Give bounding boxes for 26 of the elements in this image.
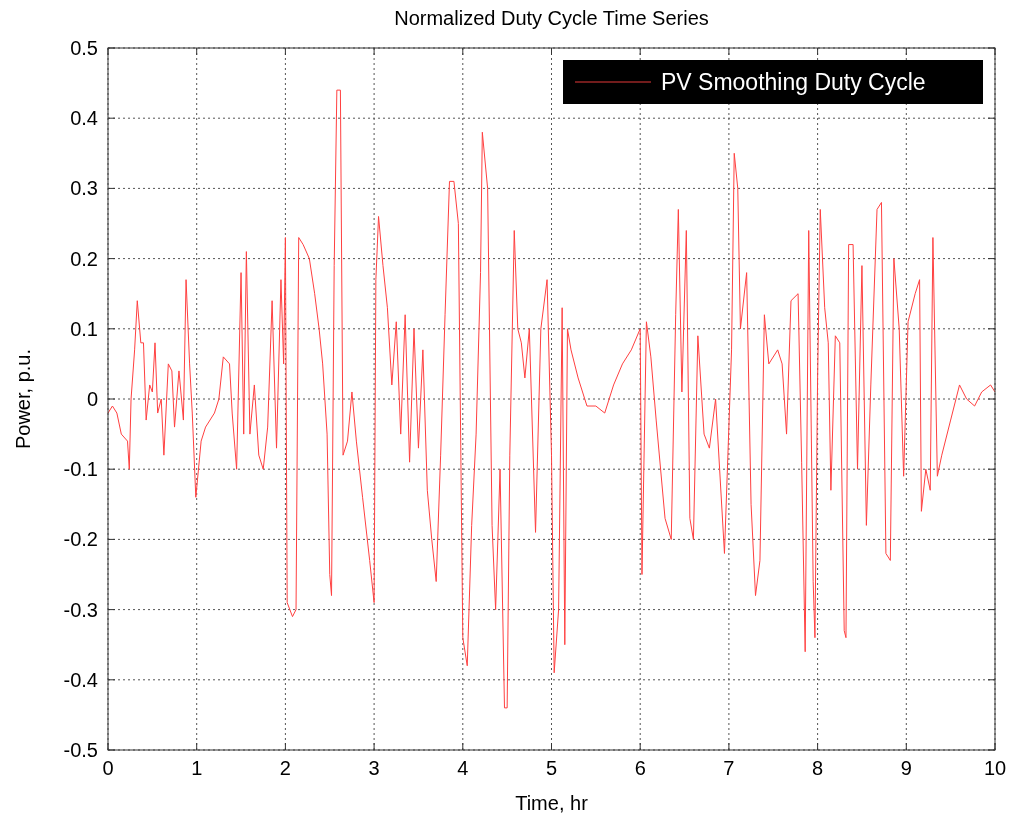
x-tick-label: 0 <box>102 757 114 779</box>
y-tick-label: 0.2 <box>70 247 98 270</box>
y-axis-title: Power, p.u. <box>12 348 34 450</box>
x-tick-label: 2 <box>279 757 291 779</box>
y-tick-label: -0.1 <box>63 458 98 481</box>
y-tick-label: 0 <box>86 388 98 410</box>
x-tick-label: 4 <box>457 757 469 779</box>
x-tick-label: 6 <box>634 757 646 779</box>
y-tick-label: 0.3 <box>70 177 98 200</box>
x-tick-label: 8 <box>812 757 824 779</box>
y-tick-label: -0.2 <box>63 528 98 551</box>
x-tick-label: 5 <box>545 757 558 779</box>
y-tick-label: 0.1 <box>70 317 98 340</box>
y-tick-label: 0.4 <box>70 107 98 130</box>
y-tick-label: 0.5 <box>70 37 98 59</box>
x-tick-label: 7 <box>723 757 735 779</box>
legend-label: PV Smoothing Duty Cycle <box>661 69 926 95</box>
x-tick-label: 3 <box>368 757 380 779</box>
chart-title: Normalized Duty Cycle Time Series <box>394 7 709 29</box>
x-axis-title: Time, hr <box>515 792 589 814</box>
y-tick-label: -0.3 <box>63 598 98 621</box>
x-tick-label: 9 <box>900 757 912 779</box>
y-tick-label: -0.4 <box>63 668 98 691</box>
y-tick-label: -0.5 <box>63 739 98 761</box>
x-tick-label: 1 <box>191 757 203 779</box>
x-tick-label: 10 <box>983 757 1007 779</box>
